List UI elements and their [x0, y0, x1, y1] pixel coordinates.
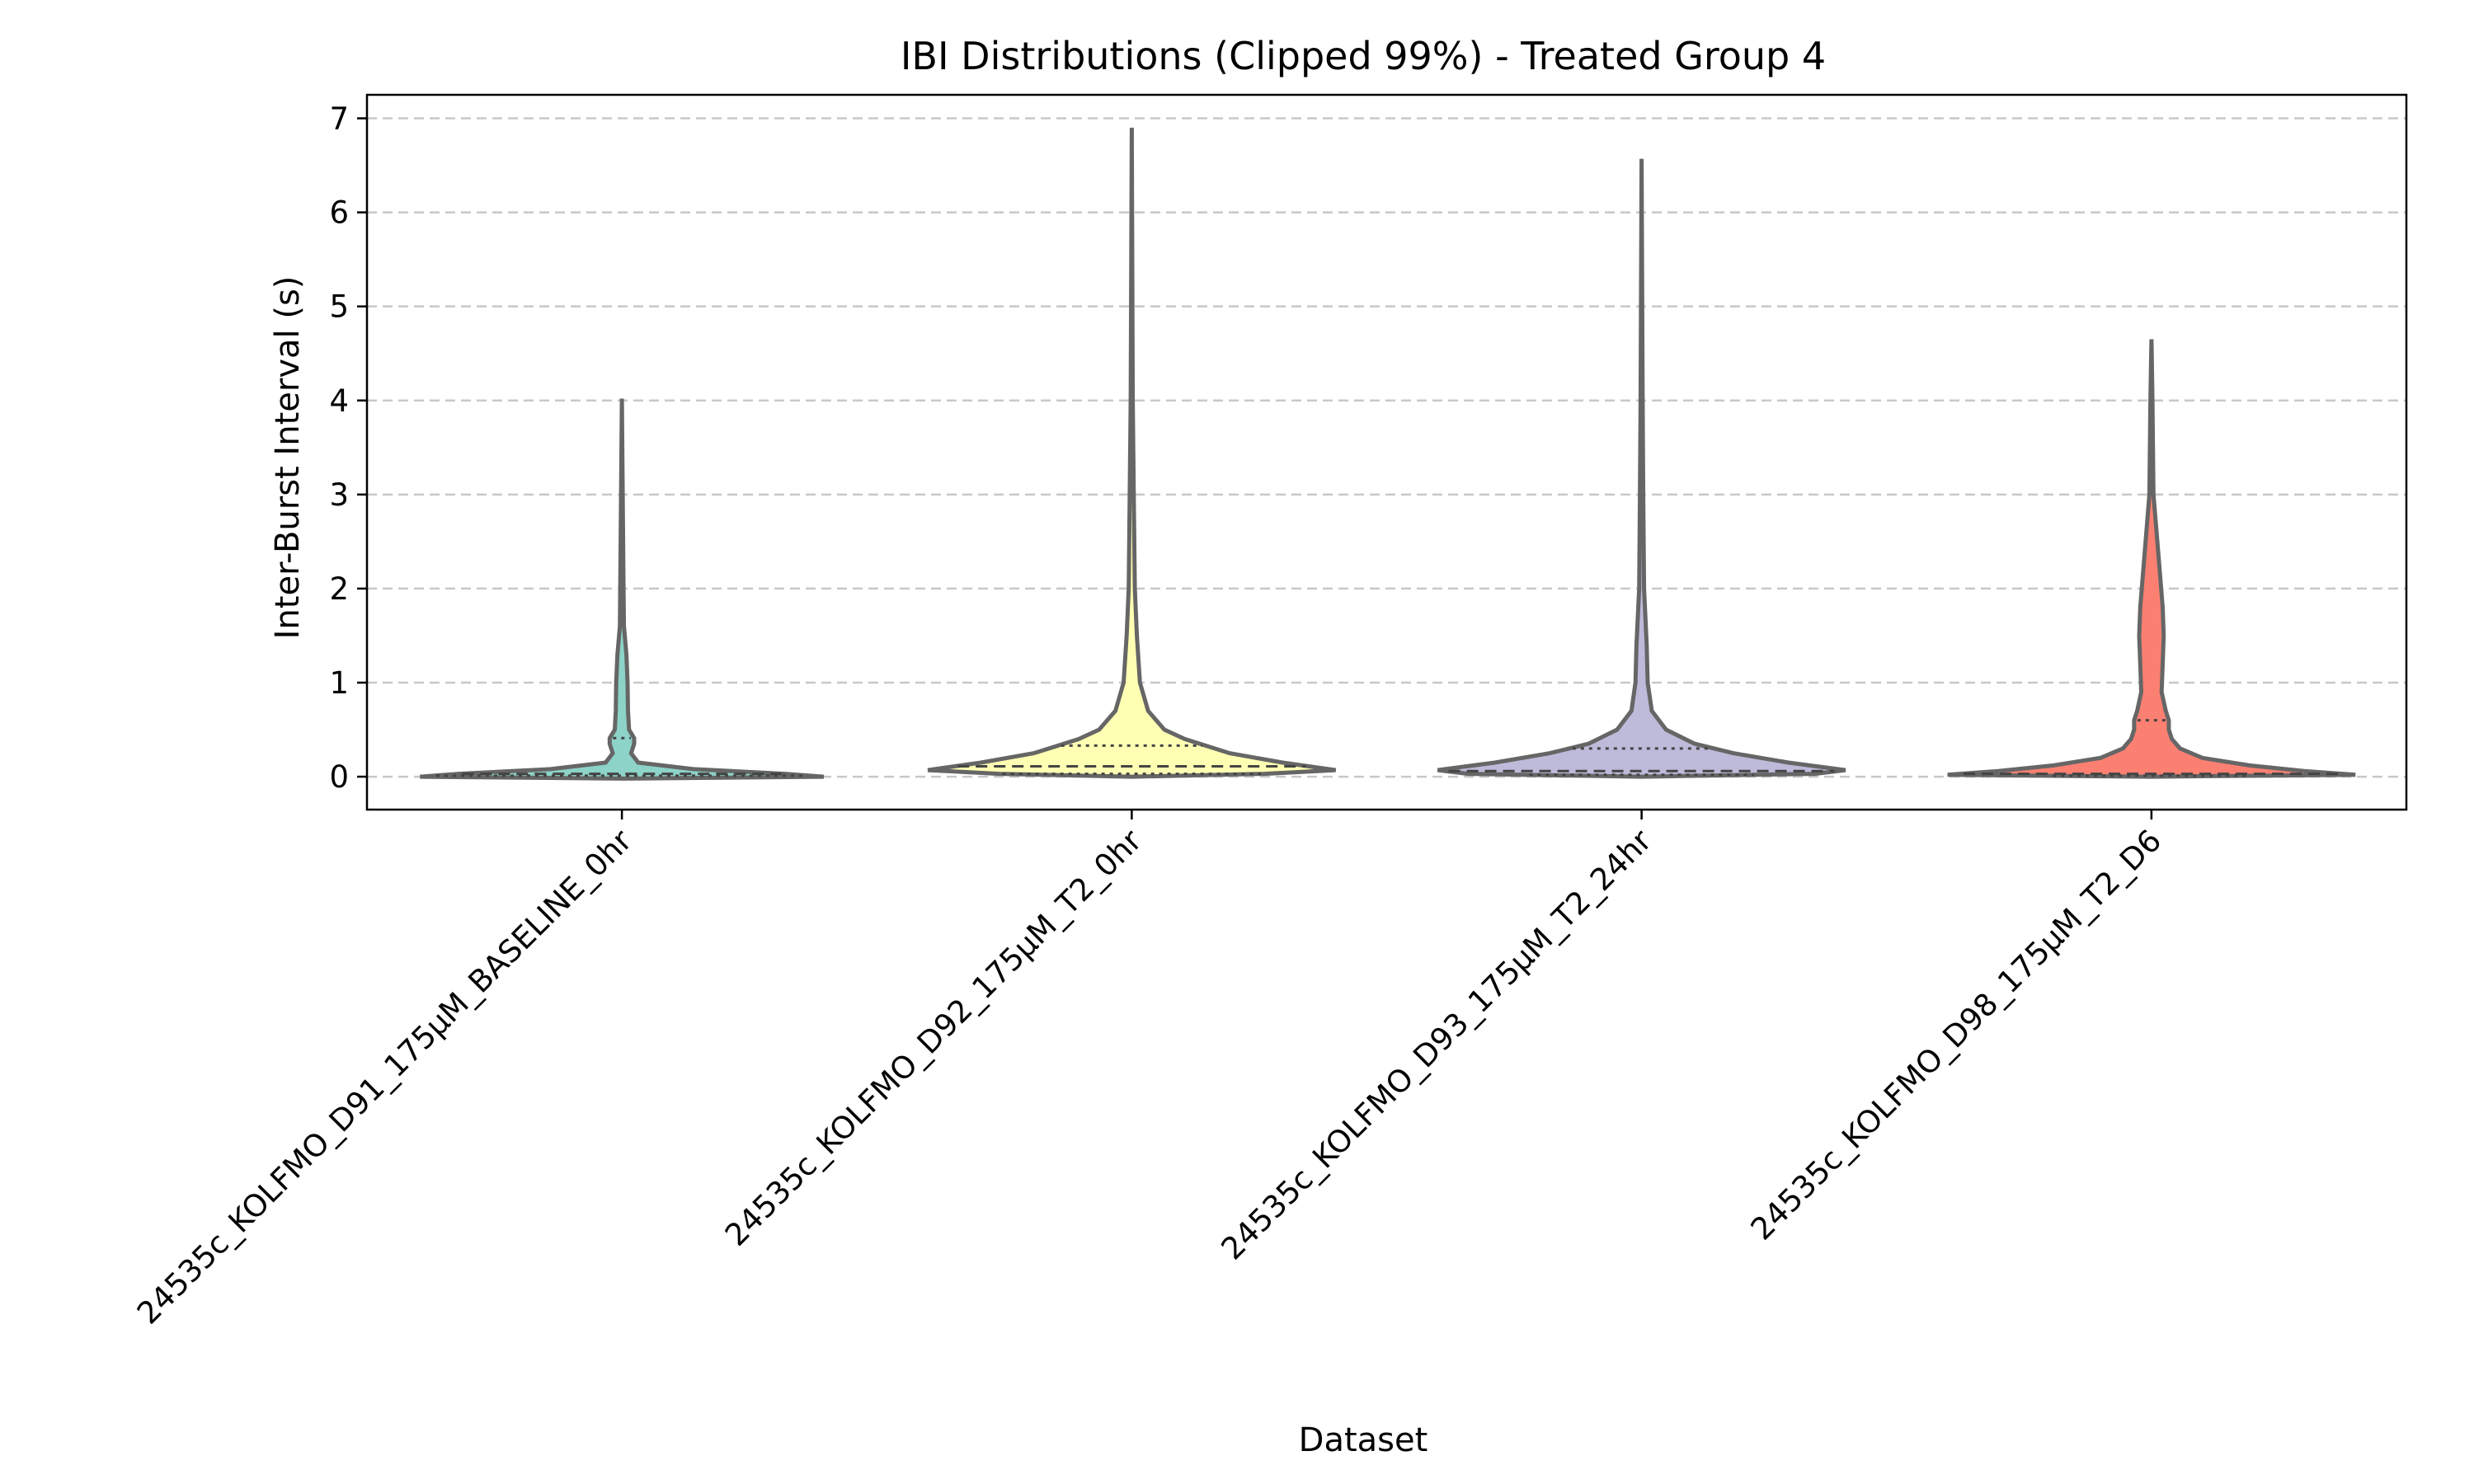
x-tick-label: 24535c_KOLFMO_D98_175µM_T2_D6: [1744, 823, 2169, 1247]
y-tick-label: 3: [329, 477, 349, 513]
plot-frame: [365, 93, 2408, 811]
x-tick-label: 24535c_KOLFMO_D93_175µM_T2_24hr: [1215, 822, 1659, 1266]
y-tick-label: 7: [329, 101, 349, 137]
violin-1: [420, 398, 825, 781]
violin-4: [1947, 339, 2356, 779]
y-axis-label: Inter-Burst Interval (s): [269, 276, 307, 640]
axes: 0 1 2 3 4 5 6 7 24535c_KOLFMO_D91_175µM_BASELINE…: [130, 93, 2408, 1331]
violin-series: [420, 127, 2356, 781]
y-tick-label: 2: [329, 571, 349, 607]
x-tick-label: 24535c_KOLFMO_D92_175µM_T2_0hr: [718, 822, 1149, 1252]
chart-title: IBI Distributions (Clipped 99%) - Treate…: [901, 34, 1826, 78]
x-tick-label: 24535c_KOLFMO_D91_175µM_BASELINE_0hr: [130, 822, 639, 1331]
y-tick-label: 6: [329, 195, 349, 231]
grid-lines: [367, 117, 2406, 778]
violin-2: [927, 127, 1337, 779]
x-axis-label: Dataset: [1299, 1421, 1428, 1459]
y-tick-label: 4: [329, 383, 349, 419]
y-tick-label: 1: [329, 665, 349, 701]
violin-3: [1437, 158, 1846, 779]
y-tick-label: 5: [329, 289, 349, 325]
y-tick-label: 0: [329, 759, 349, 795]
